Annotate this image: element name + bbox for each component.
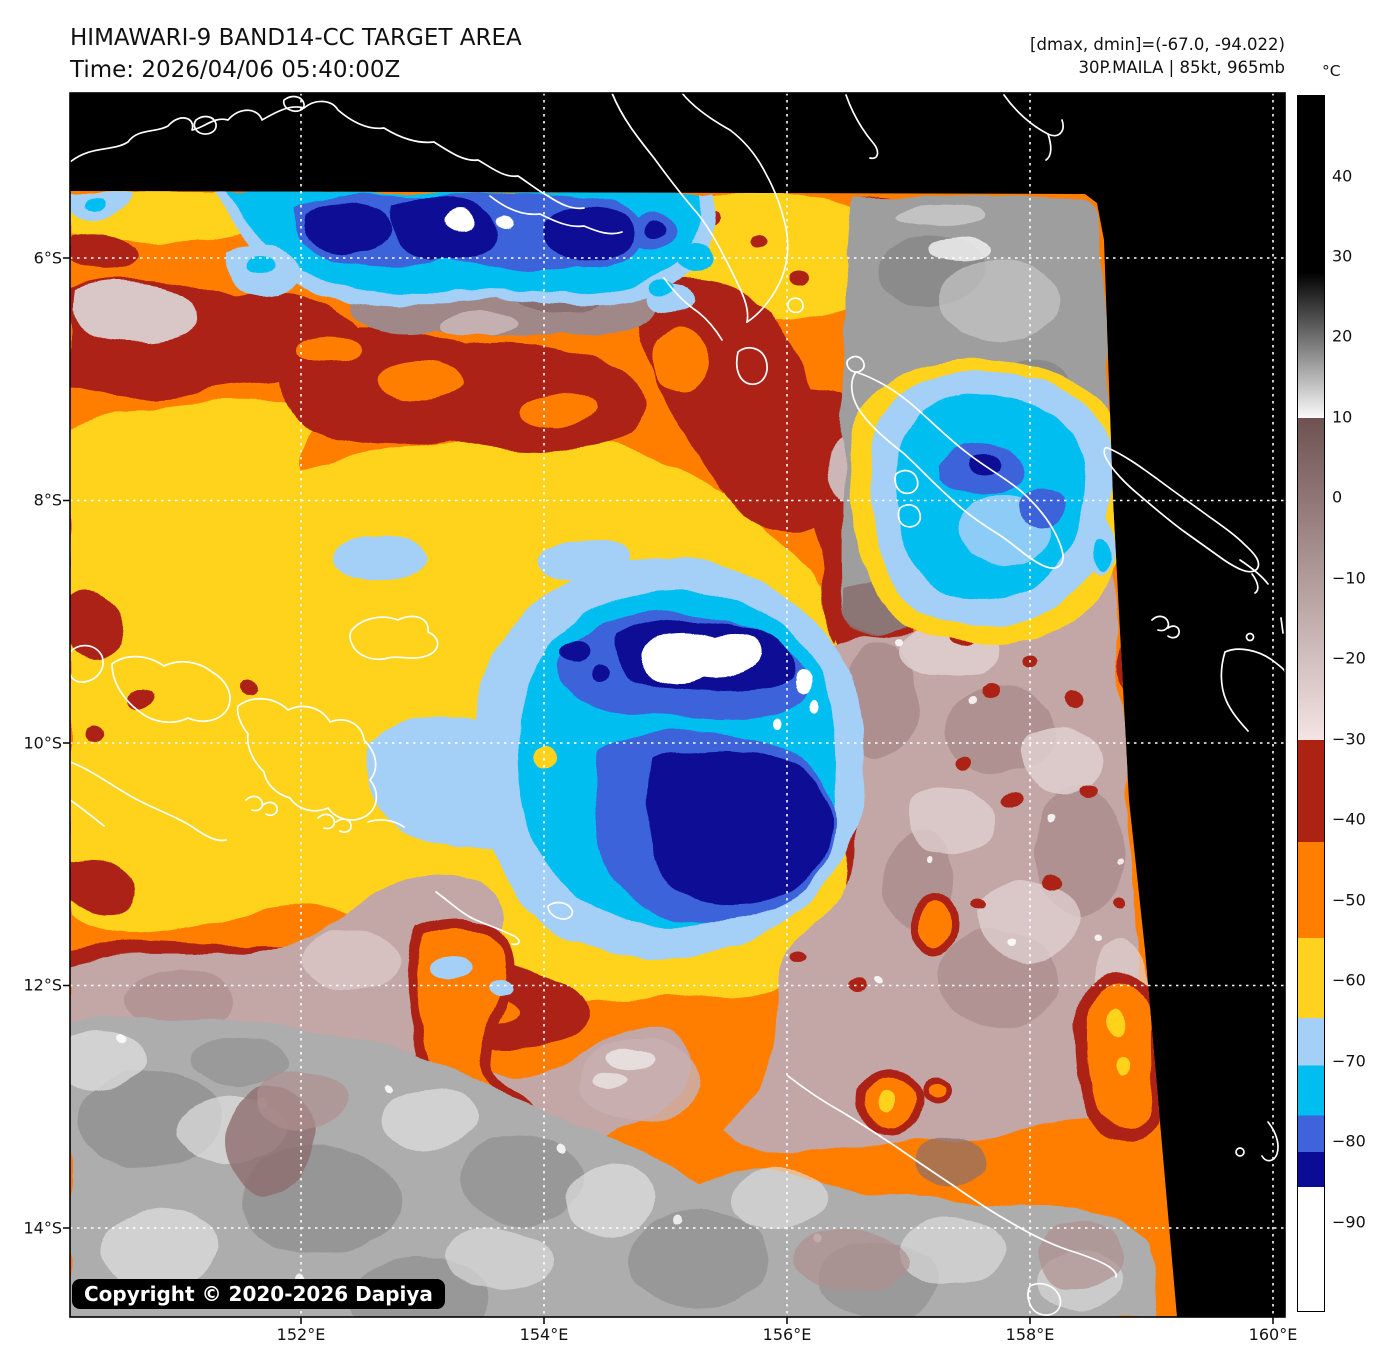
- copyright-badge: Copyright © 2020-2026 Dapiya: [72, 1279, 445, 1309]
- temperature-colorbar: [1297, 95, 1325, 1312]
- colorbar-tick: 30: [1332, 246, 1353, 266]
- coastline-island-small: [193, 115, 217, 135]
- page-title: HIMAWARI-9 BAND14-CC TARGET AREA: [70, 25, 522, 51]
- coastline-new-ireland-east: [681, 92, 789, 323]
- colorbar-tick: −10: [1332, 568, 1366, 588]
- colorbar-tick: −20: [1332, 648, 1366, 668]
- coastline-normanby: [236, 697, 378, 821]
- cyclone-eye-white: [639, 630, 761, 686]
- coastline-small-marks: [1151, 615, 1180, 639]
- timestamp: Time: 2026/04/06 05:40:00Z: [70, 57, 401, 83]
- coastline-bougainville: [850, 371, 1064, 569]
- lon-label-152e: 152°E: [276, 1325, 326, 1344]
- colorbar-tick: 40: [1332, 166, 1353, 185]
- coastline-nb-south: [489, 195, 623, 235]
- colorbar-tick: 10: [1332, 407, 1353, 427]
- gray-cloud-bottom: [70, 1017, 1155, 1317]
- coastline-trobriand: [349, 615, 439, 661]
- coastline-mainland: [69, 761, 227, 842]
- bougainville-cold-cloud: [847, 360, 1134, 646]
- gridlines-layer: [70, 93, 1285, 1317]
- storm-info: 30P.MAILA | 85kt, 965mb: [1078, 58, 1285, 77]
- lat-label-14s: 14°S: [23, 1218, 62, 1238]
- lat-label-8s: 8°S: [33, 490, 62, 510]
- colorbar-tick: 0: [1332, 487, 1343, 507]
- colorbar-tick: −50: [1332, 890, 1366, 910]
- colorbar-tick: 20: [1332, 326, 1353, 346]
- lon-label-154e: 154°E: [519, 1325, 569, 1344]
- data-swath: [70, 191, 1177, 1317]
- coastline-fergusson: [111, 655, 231, 724]
- colorbar-tick: −60: [1332, 970, 1366, 990]
- coastline-v-topright: [1003, 94, 1064, 161]
- lon-label-156e: 156°E: [762, 1325, 812, 1344]
- coastline-choiseul: [1103, 446, 1260, 573]
- map-border: [63, 92, 1286, 1324]
- cyclone-core: [332, 536, 866, 996]
- axis-ticks: [63, 257, 1274, 1324]
- lon-label-158e: 158°E: [1005, 1325, 1055, 1344]
- coastlines-layer: [68, 92, 1286, 1316]
- coastline-new-ireland-west: [611, 92, 749, 323]
- orange-spots-layer: [792, 620, 1164, 1142]
- lon-label-160e: 160°E: [1248, 1325, 1298, 1344]
- colorbar-tick: −90: [1332, 1212, 1366, 1232]
- colorbar-tick: −80: [1332, 1131, 1366, 1151]
- coastline-goodenough: [68, 644, 104, 683]
- coastline-santa-isabel: [1220, 648, 1286, 732]
- colorbar-tick: −70: [1332, 1051, 1366, 1071]
- top-cold-cloud-band: [70, 191, 716, 313]
- lat-label-10s: 10°S: [23, 733, 62, 753]
- lat-label-6s: 6°S: [33, 248, 62, 268]
- coastline-new-britain: [69, 100, 585, 210]
- colorbar-tick: −30: [1332, 729, 1366, 749]
- coastline-solomons: [787, 1075, 1118, 1278]
- colorbar-tick: −40: [1332, 809, 1366, 829]
- lat-label-12s: 12°S: [23, 975, 62, 995]
- coastline-normanby-south: [435, 891, 574, 946]
- colorbar-unit-label: °C: [1322, 62, 1341, 80]
- dmax-dmin-readout: [dmax, dmin]=(-67.0, -94.022): [1030, 35, 1285, 54]
